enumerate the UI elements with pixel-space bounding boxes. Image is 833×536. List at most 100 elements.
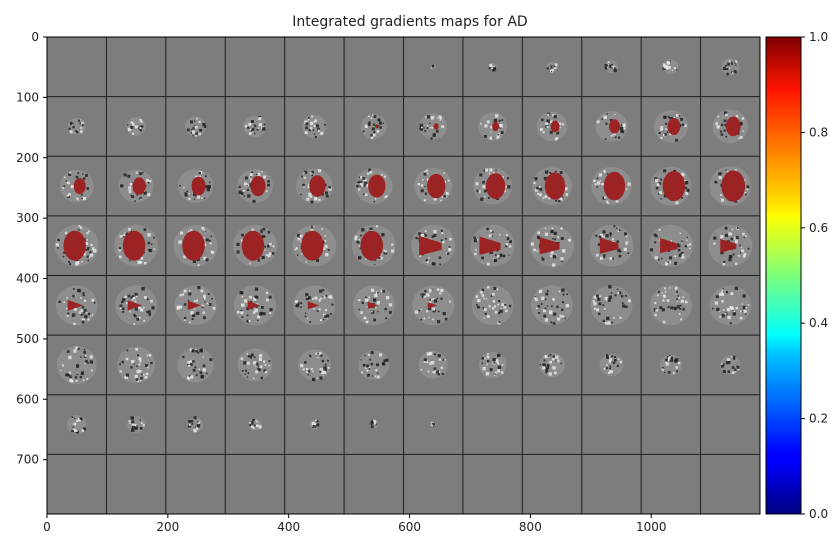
- attribution-region: [419, 235, 442, 256]
- slice-panel: [67, 117, 86, 135]
- slice-panel: [471, 285, 514, 326]
- brain-slice: [720, 355, 741, 375]
- slice-panel: [430, 421, 437, 428]
- colorbar-axis: 1.0 0.8 0.6 0.4 0.2 0.0: [801, 30, 828, 521]
- slice-panel: [532, 167, 572, 205]
- brain-slice: [604, 60, 619, 74]
- slice-panel: [720, 355, 741, 375]
- slice-panel: [59, 169, 94, 203]
- x-axis: 0 200 400 600 800 1000: [43, 514, 667, 534]
- brain-slice: [649, 285, 692, 326]
- attribution-region: [609, 119, 620, 134]
- slice-panel: [709, 285, 752, 326]
- x-tick-label: 0: [43, 520, 51, 534]
- y-tick-label: 600: [16, 392, 39, 406]
- attribution-region: [603, 171, 626, 201]
- slice-panel: [473, 167, 513, 205]
- slice-panel: [309, 419, 320, 430]
- slice-panel: [302, 114, 327, 139]
- slice-panel: [419, 113, 448, 140]
- brain-slice: [126, 117, 146, 136]
- slice-panel: [355, 168, 393, 204]
- attribution-region: [599, 237, 619, 254]
- attribution-region: [368, 174, 386, 198]
- y-tick-label: 0: [31, 30, 39, 44]
- y-axis: 0 100 200 300 400 500 600 700: [16, 30, 47, 467]
- slice-panel: [358, 350, 390, 380]
- brain-slice: [243, 115, 267, 138]
- slice-panel: [599, 353, 624, 377]
- slice-panel: [590, 285, 633, 326]
- brain-slice: [471, 285, 514, 326]
- brain-slice: [302, 114, 327, 139]
- brain-slice: [358, 350, 390, 380]
- attribution-region: [662, 171, 686, 202]
- slice-panel: [351, 224, 396, 267]
- attribution-region: [301, 230, 324, 261]
- attribution-region: [550, 120, 560, 133]
- brain-slice: [67, 117, 86, 135]
- slice-panel: [352, 285, 395, 326]
- attribution-region: [250, 175, 266, 197]
- slice-panel: [430, 63, 437, 70]
- attribution-region: [360, 230, 384, 261]
- slice-panel: [595, 111, 628, 142]
- brain-slice: [488, 62, 497, 72]
- brain-slice: [66, 415, 87, 435]
- brain-slice: [430, 421, 437, 428]
- slice-panel: [174, 285, 217, 326]
- y-tick-label: 300: [16, 211, 39, 225]
- brain-slice: [659, 354, 682, 376]
- attribution-region: [182, 230, 205, 261]
- slice-panel: [54, 224, 99, 267]
- attribution-region: [539, 237, 560, 255]
- slice-panel: [126, 117, 146, 136]
- attribution-region: [492, 121, 500, 132]
- attribution-region: [127, 300, 143, 311]
- plot-frame: [46, 36, 761, 515]
- slice-panel: [604, 60, 619, 74]
- brain-slice: [237, 348, 273, 382]
- slice-panel: [488, 62, 497, 72]
- image-area: [47, 37, 760, 514]
- slice-panel: [591, 166, 632, 206]
- brain-slice: [662, 59, 679, 75]
- attribution-region: [187, 300, 202, 310]
- slice-panel: [292, 224, 337, 267]
- y-tick-label: 400: [16, 272, 39, 286]
- attribution-region: [479, 236, 501, 255]
- slice-panel: [184, 116, 207, 137]
- colorbar: [765, 36, 802, 515]
- attribution-region: [191, 176, 206, 196]
- slice-panel: [173, 224, 218, 267]
- slice-panel: [237, 348, 273, 382]
- slice-panel: [589, 224, 634, 267]
- slice-panel: [712, 109, 749, 144]
- attribution-region: [247, 300, 260, 310]
- attribution-region: [307, 301, 319, 310]
- slice-panel: [530, 224, 575, 267]
- brain-slice: [369, 419, 378, 429]
- attribution-region: [667, 117, 681, 135]
- brain-slice: [187, 416, 204, 433]
- slice-panel: [127, 416, 145, 433]
- x-tick-label: 400: [277, 520, 300, 534]
- slice-panel: [412, 285, 455, 326]
- y-tick-label: 100: [16, 90, 39, 104]
- slice-panel: [236, 168, 274, 204]
- slice-panel: [66, 415, 87, 435]
- brain-slice: [539, 352, 565, 378]
- colorbar-tick-label: 1.0: [809, 30, 828, 44]
- slice-panel: [187, 416, 204, 433]
- slice-panel: [295, 168, 333, 204]
- chart-title: Integrated gradients maps for AD: [292, 14, 527, 30]
- slice-panel: [243, 115, 267, 138]
- attribution-region: [132, 177, 146, 195]
- x-tick-label: 1000: [636, 520, 667, 534]
- attribution-region: [660, 238, 678, 254]
- slice-panel: [369, 419, 378, 429]
- attribution-region: [67, 299, 84, 311]
- brain-slice: [127, 416, 145, 433]
- attribution-region: [725, 116, 741, 137]
